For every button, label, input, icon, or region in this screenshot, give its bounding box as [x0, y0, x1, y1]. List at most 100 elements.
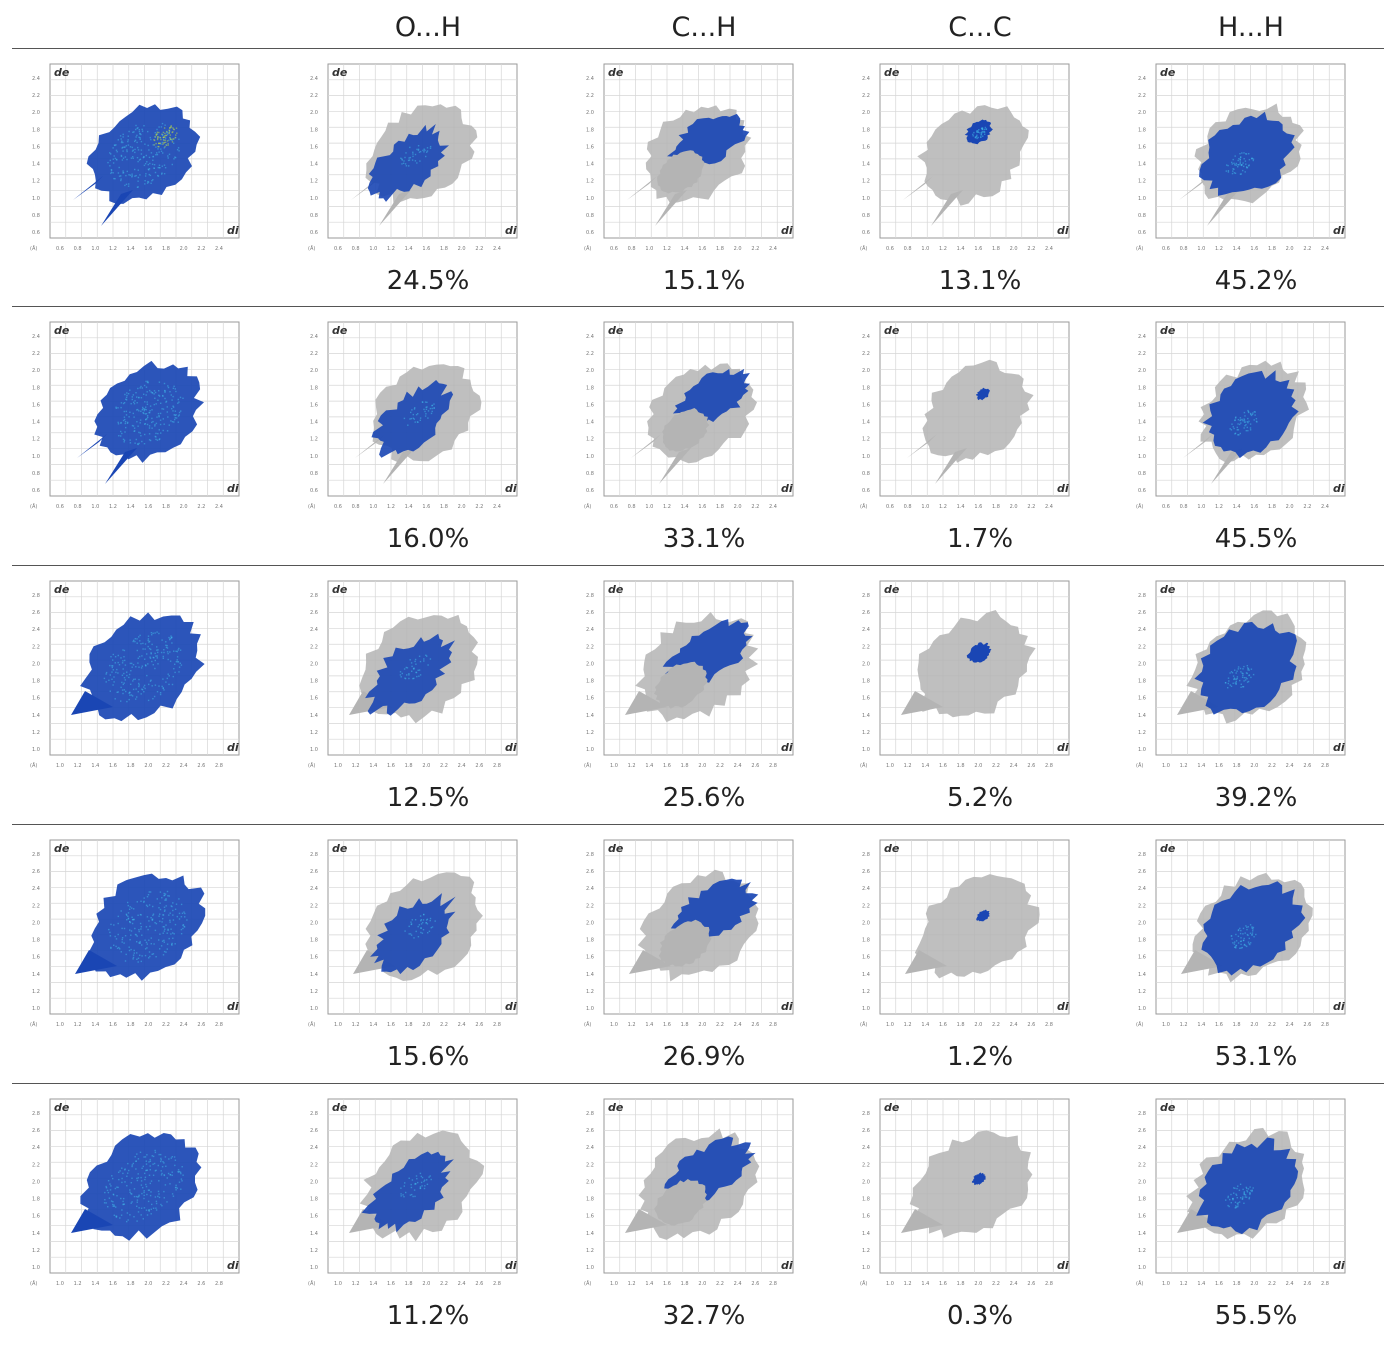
y-tick-label: 2.4	[862, 76, 870, 82]
di-axis-label: di	[505, 1000, 517, 1013]
y-tick-label: 2.2	[586, 93, 594, 99]
x-tick-label: 1.4	[91, 1022, 99, 1028]
y-tick-label: 1.0	[1138, 196, 1146, 202]
x-tick-label: 2.2	[992, 763, 1000, 769]
x-tick-label: 1.4	[1197, 1022, 1205, 1028]
x-tick-label: 2.2	[440, 1022, 448, 1028]
x-tick-label: 2.4	[1321, 504, 1329, 510]
y-tick-label: 2.2	[310, 903, 318, 909]
contact-percentage: 45.2%	[1214, 266, 1298, 296]
x-tick-label: 1.8	[992, 246, 1000, 252]
de-axis-label: de	[54, 1101, 70, 1114]
x-tick-label: 2.6	[1303, 763, 1311, 769]
fingerprint-cell-ch: 2.8 2.6 2.4 2.2 2.0 1.8 1.6 1.4 1.2 1.0 (Å) 1.0 1.2 1…	[566, 832, 842, 1082]
y-tick-label: 1.4	[586, 162, 594, 168]
fingerprint-cell-cc: 2.8 2.6 2.4 2.2 2.0 1.8 1.6 1.4 1.2 1.0 (Å) 1.0 1.2 1…	[842, 832, 1118, 1082]
x-tick-label: 0.6	[56, 504, 64, 510]
contact-percentage: 0.3%	[946, 1301, 1014, 1331]
di-axis-label: di	[1333, 741, 1345, 754]
fingerprint-plot: 2.4 2.2 2.0 1.8 1.6 1.4 1.2 1.0 0.8 0.6 (Å) 0.6 0.8 1…	[1136, 321, 1346, 510]
x-tick-label: 2.0	[144, 763, 152, 769]
de-axis-label: de	[884, 1101, 900, 1114]
x-tick-label: 2.2	[197, 246, 205, 252]
x-tick-label: 2.4	[1010, 1281, 1018, 1287]
fingerprint-cell-cc: 2.4 2.2 2.0 1.8 1.6 1.4 1.2 1.0 0.8 0.6 (Å) 0.6 0.8 1…	[842, 56, 1118, 306]
y-tick-label: 0.6	[1138, 488, 1146, 494]
di-axis-label: di	[1057, 741, 1069, 754]
y-tick-label: 2.8	[1138, 852, 1146, 858]
axis-unit-label: (Å)	[860, 245, 867, 252]
x-tick-label: 1.2	[663, 504, 671, 510]
fingerprint-cell-cc: 2.8 2.6 2.4 2.2 2.0 1.8 1.6 1.4 1.2 1.0 (Å) 1.0 1.2 1…	[842, 573, 1118, 823]
x-tick-label: 2.8	[215, 1281, 223, 1287]
fingerprint-plot: 2.8 2.6 2.4 2.2 2.0 1.8 1.6 1.4 1.2 1.0 (Å) 1.0 1.2 1…	[860, 1098, 1070, 1287]
x-tick-label: 1.2	[939, 246, 947, 252]
y-tick-label: 2.2	[310, 644, 318, 650]
fingerprint-cell-hh: 2.8 2.6 2.4 2.2 2.0 1.8 1.6 1.4 1.2 1.0 (Å) 1.0 1.2 1…	[1118, 573, 1384, 823]
y-tick-label: 1.2	[862, 989, 870, 995]
y-tick-label: 2.6	[32, 869, 40, 875]
x-tick-label: 1.6	[1250, 246, 1258, 252]
gridlines	[604, 840, 793, 1014]
y-tick-label: 2.0	[310, 661, 318, 667]
x-tick-label: 1.2	[628, 1022, 636, 1028]
y-tick-label: 2.8	[32, 1111, 40, 1117]
x-tick-label: 1.0	[610, 1281, 618, 1287]
y-tick-label: 1.2	[1138, 989, 1146, 995]
x-tick-label: 1.0	[921, 504, 929, 510]
y-tick-label: 1.4	[310, 713, 318, 719]
y-tick-label: 2.6	[32, 1128, 40, 1134]
fingerprint-cell-hh: 2.4 2.2 2.0 1.8 1.6 1.4 1.2 1.0 0.8 0.6 (Å) 0.6 0.8 1…	[1118, 314, 1384, 564]
x-tick-label: 2.8	[493, 1281, 501, 1287]
contact-percentage: 11.2%	[386, 1301, 470, 1331]
di-axis-label: di	[1057, 1259, 1069, 1272]
x-tick-label: 2.0	[734, 504, 742, 510]
x-tick-label: 1.2	[628, 1281, 636, 1287]
y-tick-label: 1.6	[32, 696, 40, 702]
x-tick-label: 2.4	[734, 1281, 742, 1287]
y-tick-label: 1.8	[310, 127, 318, 133]
fingerprint-shape	[1181, 872, 1313, 983]
contact-percentage: 55.5%	[1214, 1301, 1298, 1331]
y-tick-label: 2.2	[586, 1162, 594, 1168]
y-tick-label: 2.4	[586, 627, 594, 633]
x-tick-label: 1.2	[74, 1022, 82, 1028]
y-tick-label: 0.6	[310, 230, 318, 236]
x-tick-label: 1.0	[56, 1022, 64, 1028]
x-tick-label: 1.6	[939, 1022, 947, 1028]
x-tick-label: 0.6	[56, 246, 64, 252]
y-tick-label: 2.8	[586, 852, 594, 858]
fingerprint-shape	[1183, 360, 1309, 484]
y-tick-label: 2.0	[862, 368, 870, 374]
y-tick-label: 1.6	[32, 1214, 40, 1220]
x-tick-label: 2.8	[1321, 1022, 1329, 1028]
y-tick-label: 1.8	[32, 938, 40, 944]
de-axis-label: de	[608, 842, 624, 855]
y-tick-label: 2.6	[1138, 610, 1146, 616]
y-tick-label: 2.0	[586, 661, 594, 667]
fingerprint-plot: 2.4 2.2 2.0 1.8 1.6 1.4 1.2 1.0 0.8 0.6 (Å) 0.6 0.8 1…	[308, 321, 518, 510]
x-tick-label: 2.0	[422, 763, 430, 769]
fingerprint-plot: 2.8 2.6 2.4 2.2 2.0 1.8 1.6 1.4 1.2 1.0 (Å) 1.0 1.2 1…	[1136, 1098, 1346, 1287]
x-tick-label: 2.6	[1027, 763, 1035, 769]
x-tick-label: 1.2	[1215, 504, 1223, 510]
x-tick-label: 1.6	[698, 504, 706, 510]
y-tick-label: 2.0	[32, 1179, 40, 1185]
x-tick-label: 1.4	[405, 504, 413, 510]
x-tick-label: 1.8	[992, 504, 1000, 510]
x-tick-label: 1.8	[957, 763, 965, 769]
y-tick-label: 1.6	[310, 1214, 318, 1220]
di-axis-label: di	[505, 1259, 517, 1272]
x-tick-label: 2.2	[1027, 504, 1035, 510]
x-tick-label: 1.8	[127, 1022, 135, 1028]
x-tick-label: 1.8	[162, 504, 170, 510]
fingerprint-cell-oh: 2.8 2.6 2.4 2.2 2.0 1.8 1.6 1.4 1.2 1.0 (Å) 1.0 1.2 1…	[290, 573, 566, 823]
y-tick-label: 1.4	[1138, 420, 1146, 426]
y-tick-label: 2.8	[1138, 593, 1146, 599]
x-tick-label: 2.2	[716, 1281, 724, 1287]
axis-unit-label: (Å)	[1136, 245, 1143, 252]
y-tick-label: 0.8	[1138, 471, 1146, 477]
y-tick-label: 1.2	[32, 1248, 40, 1254]
fingerprint-cell-cc: 2.4 2.2 2.0 1.8 1.6 1.4 1.2 1.0 0.8 0.6 (Å) 0.6 0.8 1…	[842, 314, 1118, 564]
y-tick-label: 1.4	[586, 972, 594, 978]
